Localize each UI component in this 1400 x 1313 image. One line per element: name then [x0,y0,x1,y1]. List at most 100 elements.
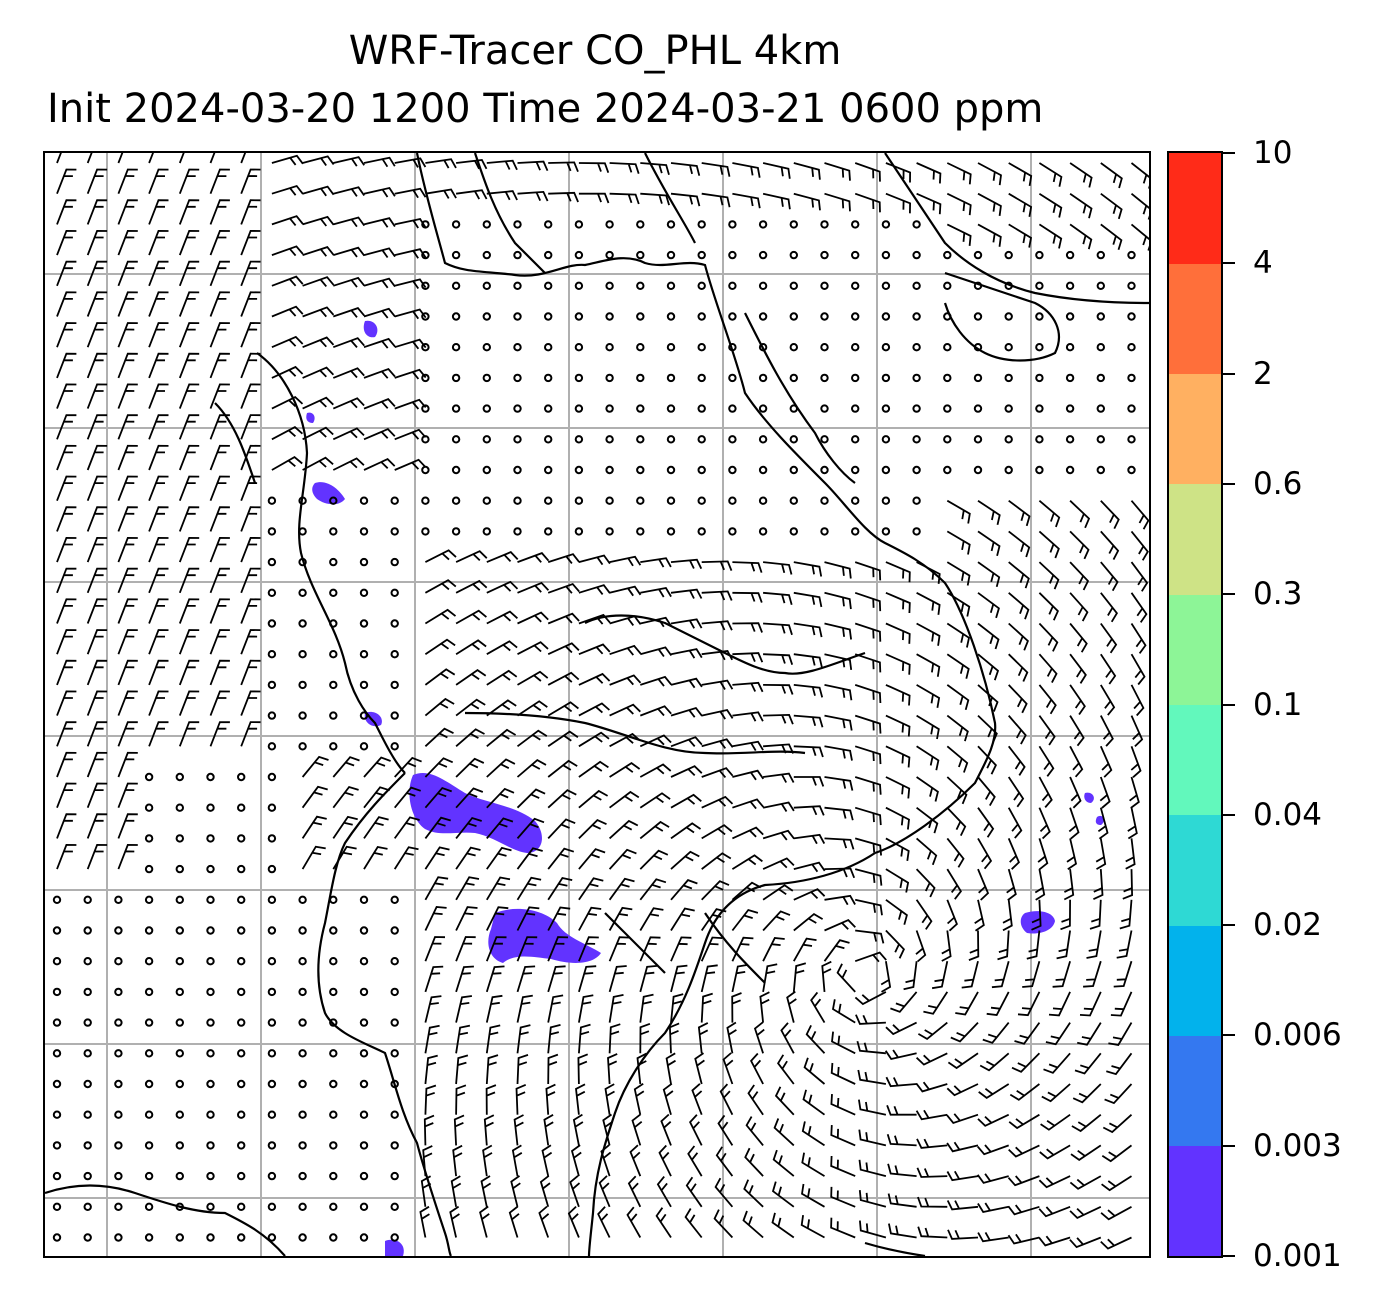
calm-wind-marker [114,1079,123,1089]
calm-wind-marker [820,281,829,291]
wind-barb [271,184,304,196]
calm-wind-marker [144,803,154,812]
wind-barb [117,751,138,778]
calm-wind-marker [820,220,829,229]
wind-barb [209,629,230,655]
calm-wind-marker [298,1079,307,1089]
wind-barb [56,383,77,409]
calm-wind-marker [451,465,461,475]
wind-barb [424,965,444,993]
wind-barb [485,936,507,962]
calm-wind-marker [605,435,614,444]
wind-barb [684,1208,703,1239]
wind-barb [888,1223,917,1239]
wind-barb [333,156,365,167]
wind-barb [424,668,456,686]
wind-barb [86,782,108,809]
colorbar-tick-label: 0.1 [1253,686,1303,723]
calm-wind-marker [1127,404,1136,413]
wind-barb [762,801,795,812]
calm-wind-marker [206,1233,215,1242]
wind-barb [1108,1022,1133,1046]
calm-wind-marker [881,496,891,505]
calm-wind-marker [359,557,369,567]
wind-barb [824,776,854,791]
calm-wind-marker [973,281,983,291]
wind-barb [978,1083,1010,1099]
wind-barb [1008,499,1031,527]
wind-barb [793,653,823,668]
wind-barb [486,758,516,778]
wind-barb [510,1175,521,1208]
wind-barb [793,888,826,901]
wind-barb [916,776,939,802]
wind-barb [332,397,365,410]
wind-barb [516,906,540,931]
wind-barb [854,622,882,642]
wind-barb [916,622,941,646]
calm-wind-marker [175,957,185,966]
wind-barb [885,653,911,675]
wind-barb [977,499,1001,525]
wind-barb [56,629,77,655]
calm-wind-marker [298,1171,307,1181]
wind-barb [56,414,77,440]
wind-barb [178,260,200,287]
wind-barb [302,215,335,227]
border [464,711,806,755]
calm-wind-marker [267,742,277,751]
calm-wind-marker [973,465,983,475]
calm-wind-marker [728,373,737,383]
calm-wind-marker [175,1141,185,1150]
wind-barb [1069,592,1089,622]
wind-barb [726,1021,737,1054]
wind-barb [1008,1113,1040,1130]
calm-wind-marker [390,1171,399,1181]
calm-wind-marker [267,1018,277,1027]
wind-barb [763,591,793,605]
calm-wind-marker [175,1171,185,1181]
calm-wind-marker [544,312,553,321]
wind-barb [762,162,791,179]
wind-barb [548,161,579,173]
calm-wind-marker [298,1202,307,1212]
wind-barb [854,684,882,704]
wind-barb [178,598,200,624]
wind-barb [455,698,486,717]
wind-barb [302,306,335,318]
calm-wind-marker [52,1202,62,1212]
wind-barb [1130,653,1146,686]
wind-barb [639,849,669,870]
wind-barb [777,1054,795,1085]
calm-wind-marker [329,527,338,536]
wind-barb [394,278,427,290]
wind-barb [240,229,261,256]
wind-barb [732,652,764,663]
wind-barb [301,845,326,870]
calm-wind-marker [329,926,338,935]
wind-barb [1038,776,1053,808]
wind-barb [793,192,821,211]
wind-barb [86,690,108,716]
wind-barb [977,807,995,838]
calm-wind-marker [513,250,522,260]
wind-barb [670,706,703,718]
wind-barb [1099,776,1111,809]
calm-wind-marker [1127,312,1136,321]
wind-barb [86,352,108,379]
colorbar-tick-mark [1223,482,1235,485]
wind-barb [885,622,911,644]
wind-barb [453,1114,465,1146]
wind-barb [968,930,980,961]
calm-wind-marker [728,281,737,291]
wind-barb [56,721,77,747]
wind-barb [885,1021,917,1036]
wind-barb [1008,223,1032,248]
wind-barb [608,965,627,993]
calm-wind-marker [451,496,461,505]
calm-wind-marker [973,435,983,444]
wind-barb [685,1176,703,1208]
wind-barb [1100,622,1118,654]
calm-wind-marker [237,1079,246,1089]
calm-wind-marker [666,527,676,536]
